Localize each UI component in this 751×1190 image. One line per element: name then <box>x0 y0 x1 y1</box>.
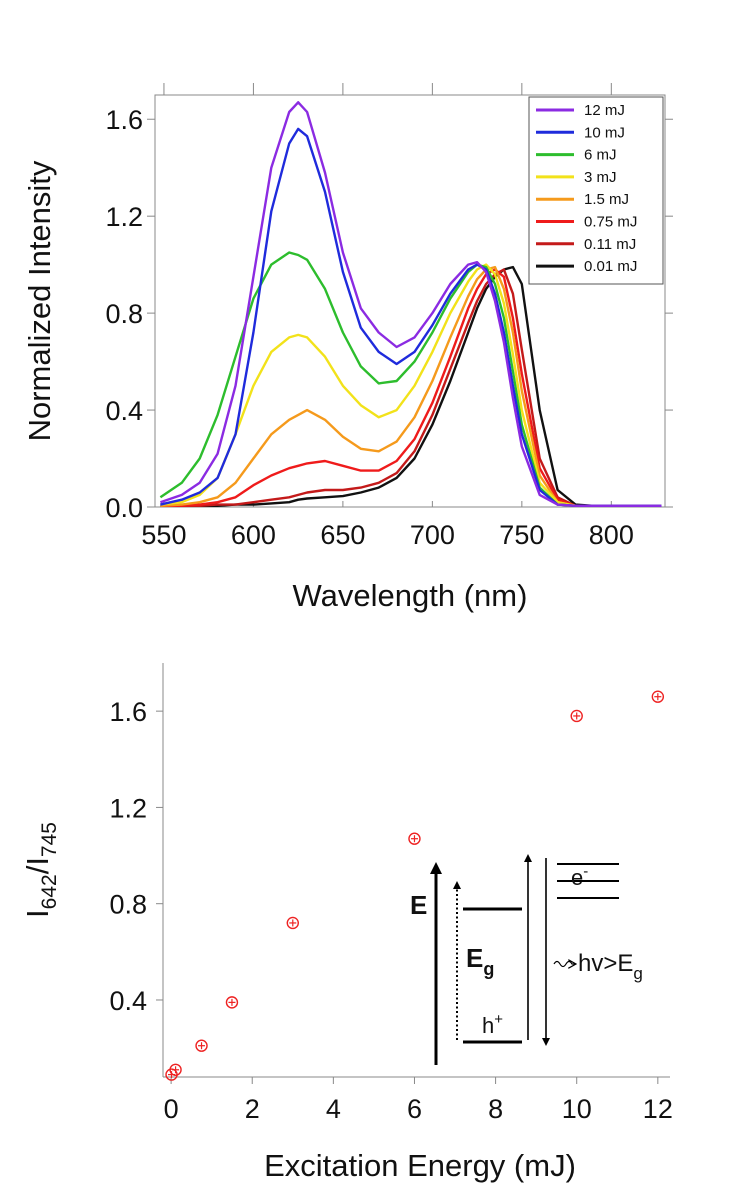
legend-label: 1.5 mJ <box>584 191 629 208</box>
ratio-y-tick-label: 0.8 <box>109 890 147 920</box>
spectra-x-tick-label: 700 <box>410 520 455 550</box>
ratio-x-ticks: 0 2 4 6 8 10 12 <box>164 1077 673 1124</box>
legend-label: 6 mJ <box>584 147 617 164</box>
energy-axis-label: E <box>410 890 427 920</box>
photon-label: hv>Eg <box>578 950 643 983</box>
spectra-x-tick-label: 600 <box>231 520 276 550</box>
data-point <box>195 1039 208 1052</box>
data-point <box>286 916 299 930</box>
hole-label-base: h <box>482 1013 494 1038</box>
ratio-y-axis-label: I642/I745 <box>20 822 61 918</box>
ratio-x-tick-label: 6 <box>407 1094 422 1124</box>
spectra-x-tick-label: 800 <box>589 520 634 550</box>
ratio-y-tick-label: 1.6 <box>109 697 147 727</box>
data-point <box>169 1063 182 1076</box>
spectra-legend: 12 mJ 10 mJ 6 mJ 3 mJ 1.5 mJ 0.75 mJ 0.11 mJ 0.… <box>528 96 664 285</box>
ratio-y-tick-label: 0.4 <box>109 986 147 1016</box>
legend-label: 12 mJ <box>584 102 625 119</box>
spectra-plot: 550 600 650 700 750 800 0.0 0.4 0.8 1.2 1.6 Wavel… <box>22 83 673 613</box>
spectra-plot-frame <box>154 94 666 508</box>
ratio-y-label-sub-num: 642 <box>38 874 61 909</box>
spectra-y-tick-label: 0.8 <box>105 299 143 329</box>
bandgap-label: Eg <box>466 943 494 979</box>
electron-label-sup: - <box>583 863 588 880</box>
data-point <box>651 690 665 703</box>
ratio-x-tick-label: 12 <box>643 1094 673 1124</box>
band-diagram-inset: E Eg h+ e- hv>Eg <box>410 854 643 1065</box>
ratio-y-tick-label: 1.2 <box>109 793 147 823</box>
ratio-plot: 0 2 4 6 8 10 12 0.4 0.8 1.2 1.6 Excitation Energy… <box>20 663 673 1183</box>
legend-box <box>528 96 664 285</box>
bandgap-label-sub: g <box>483 959 494 979</box>
data-point <box>225 996 239 1009</box>
spectra-x-ticks: 550 600 650 700 750 800 <box>141 83 634 550</box>
spectra-y-tick-label: 1.2 <box>105 202 143 232</box>
bandgap-label-base: E <box>466 943 483 973</box>
series-line-0_01-mJ <box>160 265 662 507</box>
spectra-y-axis-label: Normalized Intensity <box>22 160 57 441</box>
data-point <box>570 709 583 723</box>
legend-label: 10 mJ <box>584 124 625 141</box>
photon-wavy-arrow <box>553 962 575 967</box>
series-line-12-mJ <box>160 101 662 507</box>
ratio-points-group <box>165 690 665 1081</box>
legend-label: 0.75 mJ <box>584 214 637 231</box>
legend-label: 3 mJ <box>584 169 617 186</box>
spectra-series-group <box>159 101 662 507</box>
hole-label-sup: + <box>494 1011 503 1028</box>
ratio-y-ticks: 0.4 0.8 1.2 1.6 <box>109 697 163 1016</box>
electron-label-base: e <box>571 865 583 890</box>
hole-label: h+ <box>482 1011 503 1038</box>
photon-label-base: hv>E <box>578 950 633 977</box>
ratio-y-label-base: I <box>20 909 55 918</box>
spectra-x-tick-label: 750 <box>499 520 544 550</box>
ratio-x-tick-label: 8 <box>488 1094 503 1124</box>
ratio-y-label-sub-den: 745 <box>38 822 61 857</box>
ratio-x-axis-label: Excitation Energy (mJ) <box>264 1148 576 1183</box>
ratio-x-tick-label: 4 <box>326 1094 341 1124</box>
spectra-y-ticks: 0.0 0.4 0.8 1.2 1.6 <box>105 105 673 523</box>
photon-label-sub: g <box>633 964 642 983</box>
legend-label: 0.01 mJ <box>584 258 637 275</box>
spectra-y-tick-label: 0.0 <box>105 493 143 523</box>
legend-label: 0.11 mJ <box>584 236 636 253</box>
spectra-y-tick-label: 1.6 <box>105 105 143 135</box>
ratio-x-tick-label: 0 <box>164 1094 179 1124</box>
ratio-x-tick-label: 10 <box>562 1094 592 1124</box>
spectra-x-tick-label: 650 <box>320 520 365 550</box>
ratio-x-tick-label: 2 <box>245 1094 260 1124</box>
data-point <box>408 832 421 845</box>
electron-label: e- <box>571 863 588 890</box>
spectra-x-tick-label: 550 <box>141 520 186 550</box>
spectra-x-axis-label: Wavelength (nm) <box>293 578 528 613</box>
spectra-y-tick-label: 0.4 <box>105 396 143 426</box>
ratio-y-label-sep: /I <box>20 857 55 874</box>
